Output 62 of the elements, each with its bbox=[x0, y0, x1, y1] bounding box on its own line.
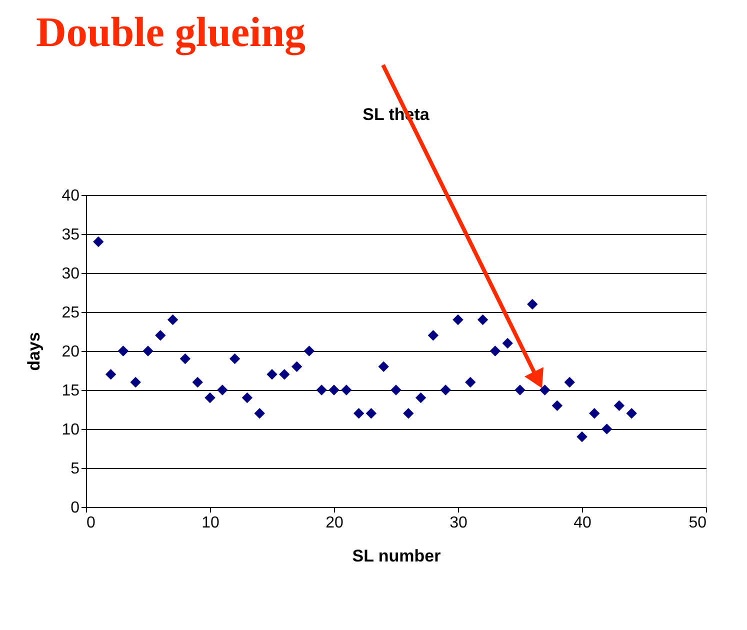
point bbox=[204, 392, 216, 404]
y-tick-label: 15 bbox=[62, 382, 80, 400]
point bbox=[155, 330, 166, 341]
point bbox=[366, 408, 376, 419]
point bbox=[341, 384, 352, 396]
point bbox=[254, 408, 265, 419]
point bbox=[292, 361, 302, 372]
x-tick-label: 10 bbox=[202, 514, 220, 532]
point bbox=[266, 369, 278, 380]
point bbox=[142, 346, 154, 356]
point bbox=[440, 384, 451, 396]
point bbox=[403, 408, 414, 419]
point bbox=[180, 354, 190, 364]
point bbox=[390, 384, 402, 396]
point bbox=[614, 400, 624, 411]
y-axis-title: days bbox=[24, 332, 44, 371]
point bbox=[478, 314, 488, 326]
y-tick-label: 10 bbox=[62, 422, 80, 438]
point bbox=[93, 236, 104, 248]
point bbox=[428, 330, 438, 341]
point bbox=[576, 432, 588, 442]
point bbox=[502, 338, 513, 348]
point bbox=[589, 408, 600, 419]
point bbox=[230, 354, 240, 364]
point bbox=[527, 298, 538, 310]
text: Double glueing bbox=[36, 10, 306, 56]
point bbox=[242, 392, 252, 404]
point bbox=[217, 384, 228, 396]
x-tick-label: 50 bbox=[688, 514, 707, 532]
y-tick-label: 40 bbox=[62, 188, 80, 204]
point bbox=[328, 384, 340, 396]
point bbox=[192, 376, 203, 388]
point bbox=[564, 376, 575, 388]
point bbox=[552, 400, 562, 411]
y-tick-label: 30 bbox=[62, 266, 80, 282]
x-tick-label: 30 bbox=[450, 514, 468, 532]
point bbox=[168, 314, 178, 326]
point bbox=[316, 384, 327, 396]
point bbox=[354, 408, 364, 419]
y-tick-label: 35 bbox=[62, 226, 80, 244]
y-tick-label: 5 bbox=[70, 460, 80, 478]
y-tick-label: 20 bbox=[62, 344, 80, 360]
y-tick-label: 0 bbox=[70, 500, 80, 516]
x-tick-label: 40 bbox=[574, 514, 592, 532]
y-tick-label: 25 bbox=[62, 304, 80, 322]
point bbox=[130, 376, 141, 388]
point bbox=[378, 361, 389, 372]
point bbox=[490, 346, 500, 356]
point bbox=[602, 424, 612, 434]
point bbox=[626, 408, 637, 419]
point bbox=[416, 392, 426, 404]
x-tick-label: 0 bbox=[86, 514, 96, 532]
point bbox=[465, 376, 476, 388]
point bbox=[118, 346, 128, 356]
point bbox=[540, 384, 550, 396]
point bbox=[304, 346, 314, 356]
point bbox=[279, 369, 290, 380]
point bbox=[452, 314, 464, 326]
point bbox=[514, 384, 526, 396]
point bbox=[106, 369, 116, 380]
x-tick-label: 20 bbox=[326, 514, 344, 532]
x-axis-title: SL number bbox=[352, 546, 442, 566]
